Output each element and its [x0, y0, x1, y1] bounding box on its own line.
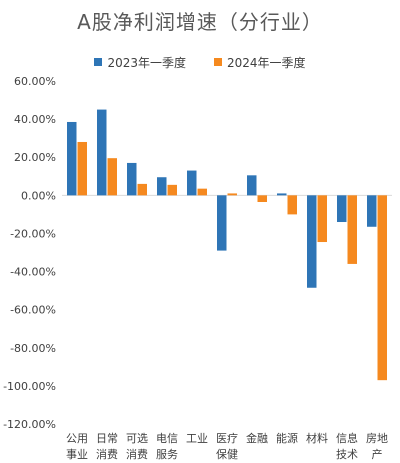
x-category-label: 日常	[96, 432, 118, 445]
bar-series-1	[157, 177, 167, 196]
x-category-label: 公用	[66, 432, 88, 445]
bar-series-2	[317, 195, 327, 243]
y-tick-label: 20.00%	[14, 151, 56, 164]
bar-series-1	[127, 162, 137, 196]
x-category-label: 可选	[126, 432, 148, 445]
bar-series-2	[197, 188, 207, 196]
bar-series-2	[227, 193, 237, 196]
bar-series-1	[67, 121, 77, 196]
x-category-label: 技术	[336, 448, 358, 461]
x-category-label: 工业	[186, 432, 208, 445]
y-tick-label: 60.00%	[14, 75, 56, 88]
x-category-label: 消费	[96, 447, 118, 461]
legend: 2023年一季度 2024年一季度	[0, 54, 400, 70]
y-tick-label: 0.00%	[21, 189, 56, 202]
bar-series-2	[107, 158, 117, 196]
bar-series-2	[377, 195, 387, 381]
bar-series-1	[367, 195, 377, 227]
x-category-label: 能源	[276, 431, 298, 445]
legend-item-series-1: 2023年一季度	[94, 54, 186, 70]
x-category-label: 房地	[366, 432, 388, 445]
x-category-label: 材料	[306, 431, 328, 445]
legend-label-series-2: 2024年一季度	[227, 55, 306, 70]
x-category-label: 医疗	[216, 431, 238, 445]
x-category-label: 保健	[216, 447, 238, 461]
y-tick-label: -40.00%	[10, 266, 56, 279]
bar-series-1	[337, 195, 347, 223]
y-tick-label: -60.00%	[10, 304, 56, 317]
bar-series-1	[187, 170, 197, 196]
x-category-label: 金融	[246, 431, 268, 445]
bar-series-1	[307, 195, 317, 288]
bar-series-1	[97, 109, 107, 196]
bar-series-1	[217, 195, 227, 251]
bar-series-2	[137, 183, 147, 196]
bar-series-2	[257, 195, 267, 202]
x-category-label: 电信	[156, 432, 178, 445]
y-tick-label: -120.00%	[3, 418, 56, 431]
bar-series-2	[287, 195, 297, 215]
y-tick-label: -20.00%	[10, 227, 56, 240]
bar-series-2	[77, 141, 87, 196]
y-tick-label: 40.00%	[14, 113, 56, 126]
bar-series-1	[247, 175, 257, 196]
legend-item-series-2: 2024年一季度	[214, 54, 306, 70]
chart-title: A股净利润增速（分行业）	[77, 10, 323, 34]
x-category-label: 事业	[66, 448, 88, 461]
legend-swatch-series-2	[214, 58, 222, 66]
y-tick-label: -80.00%	[10, 342, 56, 355]
x-category-label: 产	[372, 447, 383, 461]
bar-series-1	[277, 193, 287, 196]
x-category-label: 信息	[336, 431, 358, 445]
x-category-label: 服务	[156, 448, 178, 461]
legend-label-series-1: 2023年一季度	[107, 55, 186, 70]
legend-swatch-series-1	[94, 58, 103, 66]
y-tick-label: -100.00%	[3, 380, 56, 393]
bar-series-2	[167, 184, 177, 196]
bar-series-2	[347, 195, 357, 264]
x-category-label: 消费	[126, 447, 148, 461]
